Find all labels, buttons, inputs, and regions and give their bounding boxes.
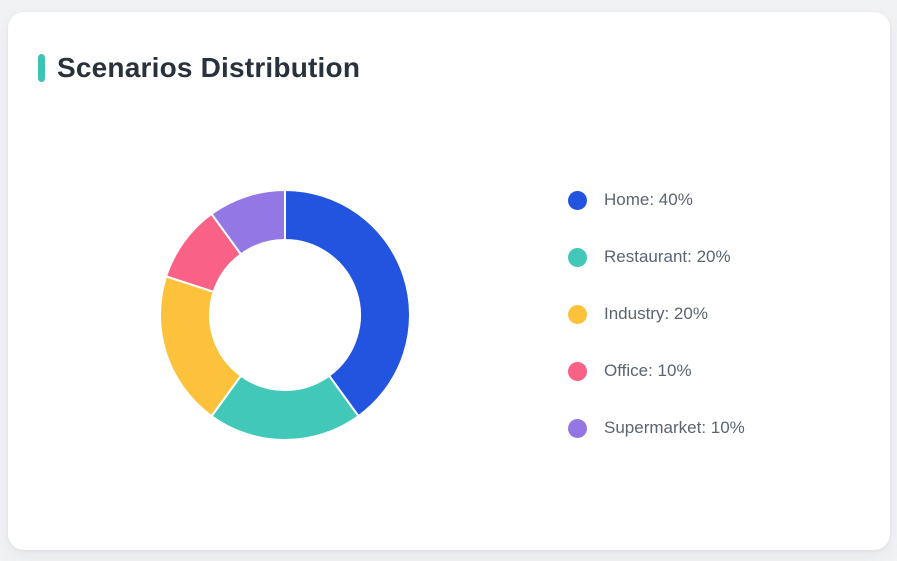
legend-dot-industry xyxy=(568,304,587,324)
legend-label-office: Office: 10% xyxy=(604,361,692,380)
donut-chart xyxy=(159,189,411,441)
legend-dot-restaurant xyxy=(568,247,587,267)
chart-legend: Home: 40% Restaurant: 20% Industry: 20% Off… xyxy=(568,190,745,438)
legend-item-industry[interactable]: Industry: 20% xyxy=(568,304,745,324)
legend-dot-home xyxy=(568,190,587,210)
scenarios-distribution-card: Scenarios Distribution Home: 40% Restaura… xyxy=(8,12,890,550)
donut-segment-supermarket[interactable] xyxy=(210,189,286,256)
legend-label-supermarket: Supermarket: 10% xyxy=(604,418,745,437)
legend-label-home: Home: 40% xyxy=(604,190,693,209)
legend-dot-office xyxy=(568,361,587,381)
legend-item-office[interactable]: Office: 10% xyxy=(568,361,745,381)
legend-label-industry: Industry: 20% xyxy=(604,304,708,323)
card-title: Scenarios Distribution xyxy=(57,52,361,83)
donut-segment-home[interactable] xyxy=(284,189,411,418)
title-accent-bar xyxy=(38,54,45,83)
legend-item-supermarket[interactable]: Supermarket: 10% xyxy=(568,418,745,438)
legend-label-restaurant: Restaurant: 20% xyxy=(604,247,731,266)
legend-item-home[interactable]: Home: 40% xyxy=(568,190,745,210)
card-header: Scenarios Distribution xyxy=(38,52,361,84)
legend-item-restaurant[interactable]: Restaurant: 20% xyxy=(568,247,745,267)
legend-dot-supermarket xyxy=(568,418,587,438)
